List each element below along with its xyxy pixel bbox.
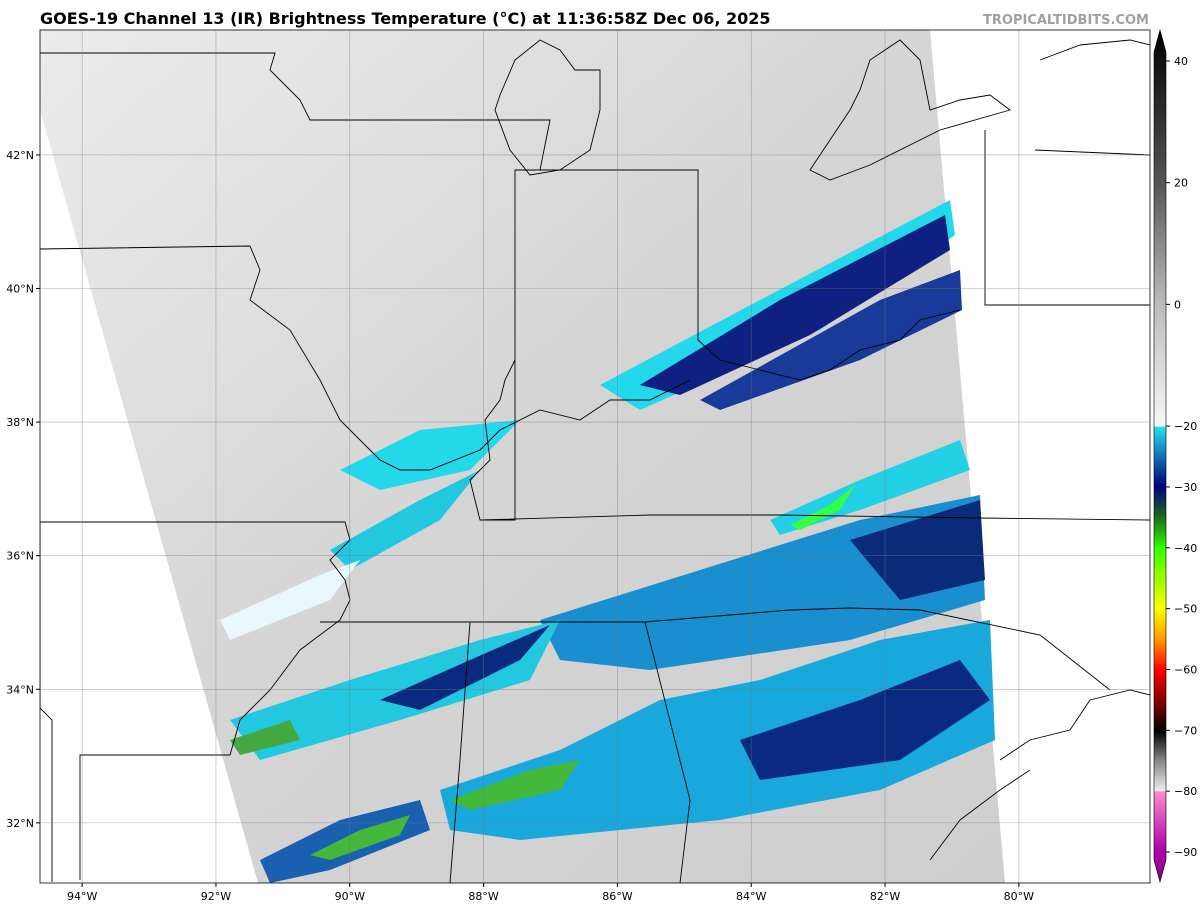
- colorbar-label: −30: [1174, 481, 1197, 494]
- lon-label: 94°W: [67, 890, 97, 903]
- watermark: TROPICALTIDBITS.COM: [983, 13, 1149, 28]
- satellite-swath: [40, 30, 1005, 883]
- colorbar-label: 0: [1174, 298, 1181, 311]
- colorbar-label: 40: [1174, 55, 1188, 68]
- lon-label: 80°W: [1004, 890, 1034, 903]
- map-area: [40, 30, 1150, 883]
- lon-label: 88°W: [468, 890, 498, 903]
- colorbar: [1153, 28, 1167, 884]
- lat-label: 42°N: [6, 149, 34, 162]
- lat-label: 36°N: [6, 550, 34, 563]
- colorbar-label: −20: [1174, 420, 1197, 433]
- lon-label: 84°W: [736, 890, 766, 903]
- title: GOES-19 Channel 13 (IR) Brightness Tempe…: [40, 9, 771, 28]
- colorbar-label: −50: [1174, 603, 1197, 616]
- colorbar-label: −80: [1174, 785, 1197, 798]
- colorbar-label: −40: [1174, 542, 1197, 555]
- colorbar-label: 20: [1174, 177, 1188, 190]
- lat-label: 32°N: [6, 817, 34, 830]
- cloud-bands: [220, 200, 995, 883]
- lon-label: 92°W: [201, 890, 231, 903]
- lon-label: 90°W: [335, 890, 365, 903]
- lat-label: 38°N: [6, 416, 34, 429]
- lat-label: 40°N: [6, 283, 34, 296]
- lon-label: 82°W: [870, 890, 900, 903]
- colorbar-label: −70: [1174, 724, 1197, 737]
- colorbar-label: −60: [1174, 663, 1197, 676]
- map-frame: [39, 29, 1151, 884]
- colorbar-label: −90: [1174, 846, 1197, 859]
- lon-label: 86°W: [602, 890, 632, 903]
- lat-label: 34°N: [6, 683, 34, 696]
